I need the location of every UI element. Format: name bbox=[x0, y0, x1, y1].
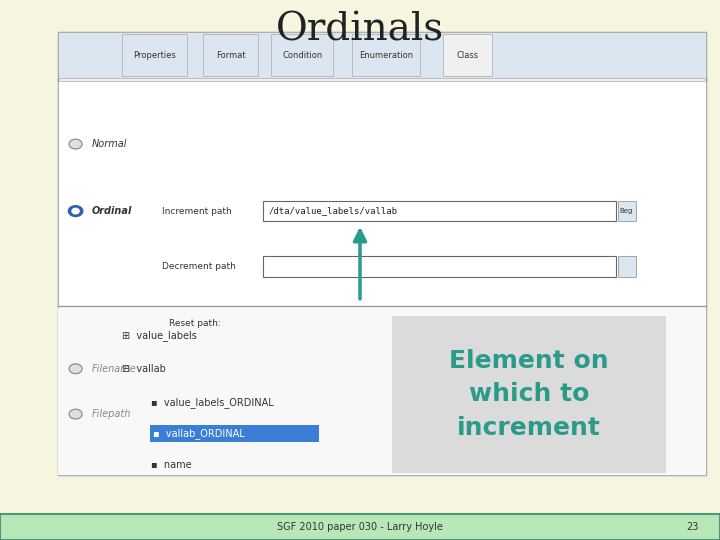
Circle shape bbox=[72, 208, 79, 214]
FancyBboxPatch shape bbox=[618, 313, 636, 334]
FancyBboxPatch shape bbox=[263, 201, 616, 221]
Text: Normal: Normal bbox=[91, 139, 127, 149]
Text: Beg: Beg bbox=[620, 208, 633, 214]
Text: Ordinals: Ordinals bbox=[276, 11, 444, 48]
FancyBboxPatch shape bbox=[0, 514, 720, 540]
FancyBboxPatch shape bbox=[58, 81, 706, 475]
Text: Properties: Properties bbox=[133, 51, 176, 60]
Text: ⊞  value_labels: ⊞ value_labels bbox=[122, 330, 197, 341]
Text: Reset path:: Reset path: bbox=[169, 319, 221, 328]
FancyBboxPatch shape bbox=[58, 32, 706, 475]
FancyBboxPatch shape bbox=[618, 256, 636, 276]
FancyBboxPatch shape bbox=[392, 316, 666, 472]
Text: ▪  name: ▪ name bbox=[151, 460, 192, 470]
Circle shape bbox=[68, 206, 83, 217]
Text: ▪  vallab_ORDINAL: ▪ vallab_ORDINAL bbox=[153, 428, 244, 439]
FancyBboxPatch shape bbox=[618, 201, 636, 221]
FancyBboxPatch shape bbox=[58, 32, 706, 78]
FancyBboxPatch shape bbox=[443, 34, 492, 76]
Text: Class: Class bbox=[456, 51, 479, 60]
FancyBboxPatch shape bbox=[122, 34, 187, 76]
Text: ⊟  vallab: ⊟ vallab bbox=[122, 364, 166, 374]
Circle shape bbox=[69, 364, 82, 374]
FancyBboxPatch shape bbox=[263, 313, 616, 334]
Text: Filepath: Filepath bbox=[91, 409, 131, 419]
Text: Ordinal: Ordinal bbox=[91, 206, 132, 216]
Circle shape bbox=[69, 409, 82, 419]
FancyBboxPatch shape bbox=[150, 424, 319, 442]
Text: SGF 2010 paper 030 - Larry Hoyle: SGF 2010 paper 030 - Larry Hoyle bbox=[277, 522, 443, 532]
Text: Format: Format bbox=[216, 51, 246, 60]
FancyBboxPatch shape bbox=[271, 34, 333, 76]
Text: Element on
which to
increment: Element on which to increment bbox=[449, 349, 609, 440]
FancyBboxPatch shape bbox=[263, 256, 616, 276]
Text: Increment path: Increment path bbox=[162, 207, 232, 215]
Text: ▪  value_labels_ORDINAL: ▪ value_labels_ORDINAL bbox=[151, 397, 274, 408]
Text: /dta/value_labels/vallab: /dta/value_labels/vallab bbox=[269, 207, 397, 215]
FancyBboxPatch shape bbox=[353, 34, 420, 76]
Text: Enumeration: Enumeration bbox=[359, 51, 413, 60]
Text: Filename: Filename bbox=[91, 364, 136, 374]
Text: Condition: Condition bbox=[282, 51, 323, 60]
Text: 23: 23 bbox=[686, 522, 698, 532]
FancyBboxPatch shape bbox=[58, 308, 706, 475]
FancyBboxPatch shape bbox=[204, 34, 258, 76]
Circle shape bbox=[69, 139, 82, 149]
Text: Decrement path: Decrement path bbox=[162, 262, 236, 271]
